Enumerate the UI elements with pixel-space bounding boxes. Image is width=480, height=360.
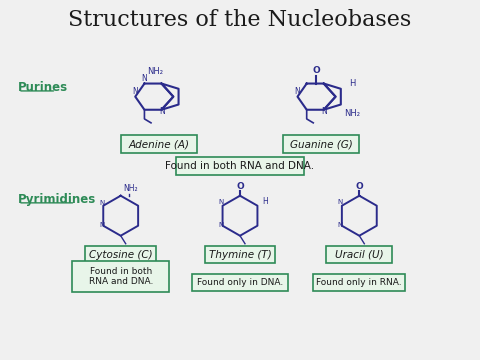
Text: N: N xyxy=(337,222,343,228)
FancyBboxPatch shape xyxy=(121,135,197,153)
Text: O: O xyxy=(236,182,244,191)
Text: Found only in DNA.: Found only in DNA. xyxy=(197,278,283,287)
FancyBboxPatch shape xyxy=(326,246,392,264)
Text: Guanine (G): Guanine (G) xyxy=(290,139,352,149)
Text: Pyrimidines: Pyrimidines xyxy=(18,193,96,206)
Text: Found in both
RNA and DNA.: Found in both RNA and DNA. xyxy=(88,267,153,287)
Text: O: O xyxy=(355,182,363,191)
Text: NH₂: NH₂ xyxy=(344,108,360,117)
Text: Cytosine (C): Cytosine (C) xyxy=(89,250,153,260)
Text: NH₂: NH₂ xyxy=(147,67,163,76)
Text: N: N xyxy=(322,107,327,116)
Text: Adenine (A): Adenine (A) xyxy=(128,139,190,149)
Text: N: N xyxy=(99,222,104,228)
Text: N: N xyxy=(218,222,224,228)
Text: N: N xyxy=(142,75,147,84)
Text: Purines: Purines xyxy=(18,81,68,94)
Text: N: N xyxy=(294,86,300,95)
Text: Uracil (U): Uracil (U) xyxy=(335,250,384,260)
Text: Structures of the Nucleobases: Structures of the Nucleobases xyxy=(68,9,412,31)
Text: N: N xyxy=(132,86,138,95)
FancyBboxPatch shape xyxy=(85,246,156,264)
FancyBboxPatch shape xyxy=(283,135,359,153)
Text: N: N xyxy=(337,199,343,205)
FancyBboxPatch shape xyxy=(192,274,288,291)
Text: N: N xyxy=(99,200,104,206)
Text: N: N xyxy=(159,107,165,116)
FancyBboxPatch shape xyxy=(176,157,304,175)
Text: H: H xyxy=(262,197,268,206)
FancyBboxPatch shape xyxy=(204,246,276,264)
Text: O: O xyxy=(312,66,320,75)
Text: N: N xyxy=(218,199,224,205)
Text: NH₂: NH₂ xyxy=(123,184,138,193)
FancyBboxPatch shape xyxy=(72,261,169,292)
Text: Found in both RNA and DNA.: Found in both RNA and DNA. xyxy=(166,161,314,171)
Text: Found only in RNA.: Found only in RNA. xyxy=(316,278,402,287)
Text: Thymine (T): Thymine (T) xyxy=(209,250,271,260)
Text: H: H xyxy=(348,78,355,87)
FancyBboxPatch shape xyxy=(313,274,405,291)
